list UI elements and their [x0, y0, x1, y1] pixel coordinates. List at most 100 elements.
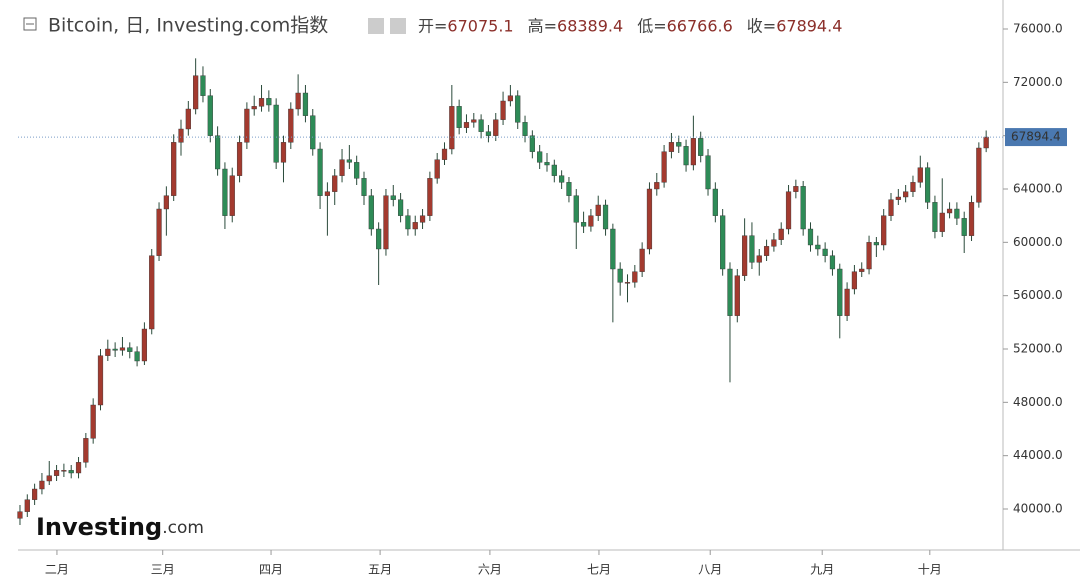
candle-body — [134, 351, 140, 362]
candle-body — [705, 155, 711, 190]
candle-body — [742, 235, 748, 276]
logo-suffix: .com — [162, 518, 204, 538]
candle-body — [925, 167, 931, 203]
candle-body — [654, 182, 660, 190]
candle-body — [390, 195, 396, 200]
candle-body — [661, 151, 667, 183]
candle-body — [580, 222, 587, 227]
candle-body — [910, 182, 916, 192]
y-tick-label: 64000.0 — [1013, 182, 1063, 196]
candle-body — [727, 268, 733, 316]
candle-body — [734, 275, 740, 316]
collapse-icon[interactable] — [23, 17, 37, 31]
candle-body — [295, 92, 301, 110]
candle-body — [441, 148, 448, 160]
candle-body — [515, 95, 521, 123]
candle-body — [310, 115, 316, 150]
candle-body — [866, 242, 872, 270]
candle-body — [683, 146, 689, 166]
candle-body — [302, 92, 309, 116]
candle-body — [215, 135, 221, 170]
candle-body — [624, 282, 631, 284]
y-tick-label: 52000.0 — [1013, 342, 1063, 356]
candle-body — [917, 167, 923, 183]
candle-body — [566, 182, 572, 196]
candle-body — [83, 438, 89, 463]
ohlc-value: 68389.4 — [557, 17, 623, 36]
candle-body — [90, 404, 96, 439]
candle-body — [39, 480, 45, 490]
candle-body — [932, 202, 938, 232]
ohlc-label: 低= — [637, 17, 666, 36]
x-tick-label: 八月 — [698, 563, 722, 577]
candle-body — [368, 195, 374, 230]
candle-body — [412, 222, 418, 230]
candle-body — [68, 470, 74, 474]
candle-body — [332, 175, 338, 192]
candle-body — [456, 106, 462, 128]
candle-body — [873, 242, 879, 246]
candle-body — [793, 186, 799, 192]
candle-body — [859, 268, 865, 272]
chart-title: Bitcoin, 日, Investing.com指数 — [48, 15, 328, 37]
candle-body — [851, 271, 858, 290]
ohlc-label: 开= — [418, 17, 447, 36]
candle-body — [551, 164, 557, 176]
candle-body — [119, 347, 126, 351]
candle-body — [559, 175, 565, 183]
y-tick-label: 60000.0 — [1013, 235, 1063, 249]
candle-body — [127, 347, 133, 352]
candle-body — [749, 235, 755, 263]
candle-body — [903, 191, 909, 198]
candle-body — [507, 95, 513, 102]
candle-body — [844, 288, 850, 316]
candle-body — [149, 255, 155, 330]
eye-icon[interactable] — [368, 18, 384, 34]
candle-body — [434, 159, 440, 179]
candle-body — [529, 135, 535, 152]
logo-main: Investing — [36, 513, 162, 541]
candle-body — [778, 228, 784, 240]
candle-body — [273, 104, 279, 163]
candle-body — [602, 204, 609, 230]
candle-body — [954, 208, 960, 219]
candle-body — [939, 212, 945, 232]
settings-icon[interactable] — [390, 18, 406, 34]
candle-body — [449, 106, 455, 150]
candle-body — [383, 195, 389, 250]
candle-body — [500, 100, 506, 120]
candle-body — [676, 142, 682, 147]
candle-body — [815, 244, 821, 250]
candle-body — [485, 131, 492, 136]
candle-body — [75, 462, 82, 474]
candle-body — [807, 228, 814, 246]
candle-body — [493, 119, 499, 136]
candle-body — [405, 215, 411, 230]
candle-body — [53, 470, 60, 476]
candle-body — [17, 511, 23, 519]
candle-body — [471, 119, 477, 123]
candle-body — [888, 199, 894, 216]
candle-body — [976, 147, 982, 203]
candle-body — [185, 108, 191, 130]
candle-body — [376, 228, 382, 250]
candle-body — [881, 215, 887, 246]
ohlc-value: 66766.6 — [667, 17, 733, 36]
y-tick-label: 44000.0 — [1013, 448, 1063, 462]
candle-body — [639, 248, 645, 272]
ohlc-value: 67894.4 — [776, 17, 842, 36]
candle-body — [361, 178, 367, 196]
candle-body — [522, 122, 528, 136]
candle-body — [822, 248, 828, 256]
candle-body — [163, 195, 169, 210]
x-tick-label: 九月 — [810, 563, 834, 577]
ohlc-label: 高= — [528, 17, 557, 36]
y-tick-label: 72000.0 — [1013, 75, 1063, 89]
candle-body — [171, 142, 177, 196]
candle-body — [244, 108, 250, 143]
candle-body — [632, 271, 638, 283]
candle-body — [141, 328, 148, 362]
candle-body — [610, 228, 616, 270]
y-tick-label: 48000.0 — [1013, 395, 1063, 409]
